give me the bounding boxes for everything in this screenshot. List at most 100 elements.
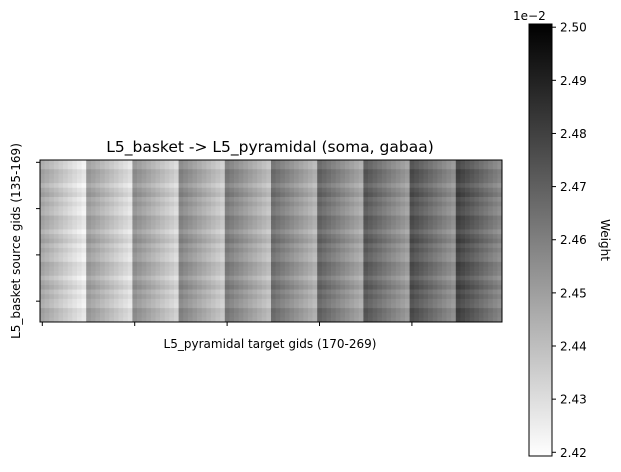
heatmap-cell xyxy=(303,298,309,304)
heatmap-cell xyxy=(474,183,480,189)
heatmap-cell xyxy=(137,294,142,300)
heatmap-cell xyxy=(44,206,50,212)
heatmap-cell xyxy=(127,243,133,249)
heatmap-cell xyxy=(368,160,373,165)
heatmap-cell xyxy=(160,164,166,170)
heatmap-cell xyxy=(289,294,295,300)
heatmap-cell xyxy=(404,266,410,272)
heatmap-cell xyxy=(252,201,258,207)
heatmap-cell xyxy=(372,257,378,263)
heatmap-cell xyxy=(317,210,323,216)
heatmap-cell xyxy=(349,266,355,272)
heatmap-cell xyxy=(183,247,189,253)
heatmap-cell xyxy=(58,312,64,318)
heatmap-cell xyxy=(437,201,443,207)
heatmap-cell xyxy=(72,317,78,323)
heatmap-cell xyxy=(40,187,45,193)
heatmap-cell xyxy=(395,164,401,170)
heatmap-cell xyxy=(90,160,96,165)
heatmap-cell xyxy=(173,303,179,309)
heatmap-cell xyxy=(146,206,152,212)
chart-title: L5_basket -> L5_pyramidal (soma, gabaa) xyxy=(106,138,434,157)
heatmap-cell xyxy=(44,317,50,323)
heatmap-cell xyxy=(229,229,235,235)
heatmap-cell xyxy=(455,308,461,314)
heatmap-cell xyxy=(150,160,156,165)
heatmap-cell xyxy=(150,280,156,286)
heatmap-cell xyxy=(67,284,73,290)
heatmap-cell xyxy=(437,234,443,240)
heatmap-cell xyxy=(141,197,147,203)
heatmap-cell xyxy=(247,298,253,304)
heatmap-cell xyxy=(391,289,397,295)
heatmap-cell xyxy=(58,317,64,323)
heatmap-cell xyxy=(81,192,87,198)
heatmap-cell xyxy=(409,261,415,267)
heatmap-cell xyxy=(340,238,346,244)
heatmap-cell xyxy=(169,257,175,263)
heatmap-cell xyxy=(146,312,152,318)
heatmap-cell xyxy=(469,220,475,226)
heatmap-cell xyxy=(141,312,147,318)
heatmap-cell xyxy=(201,289,207,295)
heatmap-cell xyxy=(474,224,480,230)
heatmap-cell xyxy=(257,303,263,309)
heatmap-cell xyxy=(58,164,64,170)
heatmap-cell xyxy=(395,229,401,235)
heatmap-cell xyxy=(215,247,221,253)
heatmap-cell xyxy=(340,187,346,193)
heatmap-cell xyxy=(183,169,189,175)
heatmap-cell xyxy=(224,187,230,193)
heatmap-cell xyxy=(446,169,452,175)
heatmap-cell xyxy=(44,284,50,290)
heatmap-cell xyxy=(340,234,346,240)
heatmap-cell xyxy=(234,201,240,207)
heatmap-cell xyxy=(95,192,101,198)
heatmap-cell xyxy=(40,271,45,277)
heatmap-cell xyxy=(123,169,129,175)
heatmap-cell xyxy=(229,160,235,165)
heatmap-cell xyxy=(271,247,276,253)
heatmap-cell xyxy=(132,312,138,318)
heatmap-cell xyxy=(137,201,142,207)
heatmap-cell xyxy=(160,169,166,175)
heatmap-cell xyxy=(289,206,295,212)
heatmap-cell xyxy=(271,169,276,175)
heatmap-cell xyxy=(104,271,110,277)
heatmap-cell xyxy=(335,187,341,193)
heatmap-cell xyxy=(395,298,401,304)
heatmap-cell xyxy=(58,224,64,230)
heatmap-cell xyxy=(169,173,175,179)
heatmap-cell xyxy=(344,210,350,216)
heatmap-cell xyxy=(104,247,110,253)
heatmap-cell xyxy=(432,247,438,253)
heatmap-cell xyxy=(238,298,244,304)
heatmap-cell xyxy=(303,187,309,193)
heatmap-cell xyxy=(400,298,406,304)
heatmap-cell xyxy=(331,247,337,253)
heatmap-cell xyxy=(391,308,397,314)
heatmap-cell xyxy=(349,317,355,323)
heatmap-cell xyxy=(432,252,438,258)
heatmap-cell xyxy=(243,271,249,277)
heatmap-cell xyxy=(118,229,124,235)
heatmap-cell xyxy=(340,289,346,295)
heatmap-cell xyxy=(335,192,341,198)
heatmap-cell xyxy=(317,234,323,240)
heatmap-cell xyxy=(173,160,179,165)
heatmap-cell xyxy=(478,261,484,267)
heatmap-cell xyxy=(58,178,64,184)
heatmap-cell xyxy=(363,261,369,267)
heatmap-cell xyxy=(344,308,350,314)
heatmap-cell xyxy=(224,289,230,295)
heatmap-cell xyxy=(160,298,166,304)
heatmap-cell xyxy=(428,206,434,212)
heatmap-cell xyxy=(363,206,369,212)
heatmap-cell xyxy=(224,266,230,272)
heatmap-cell xyxy=(118,183,124,189)
heatmap-cell xyxy=(460,206,466,212)
heatmap-cell xyxy=(164,173,170,179)
heatmap-cell xyxy=(340,178,346,184)
heatmap-cell xyxy=(100,308,106,314)
heatmap-cell xyxy=(363,298,369,304)
